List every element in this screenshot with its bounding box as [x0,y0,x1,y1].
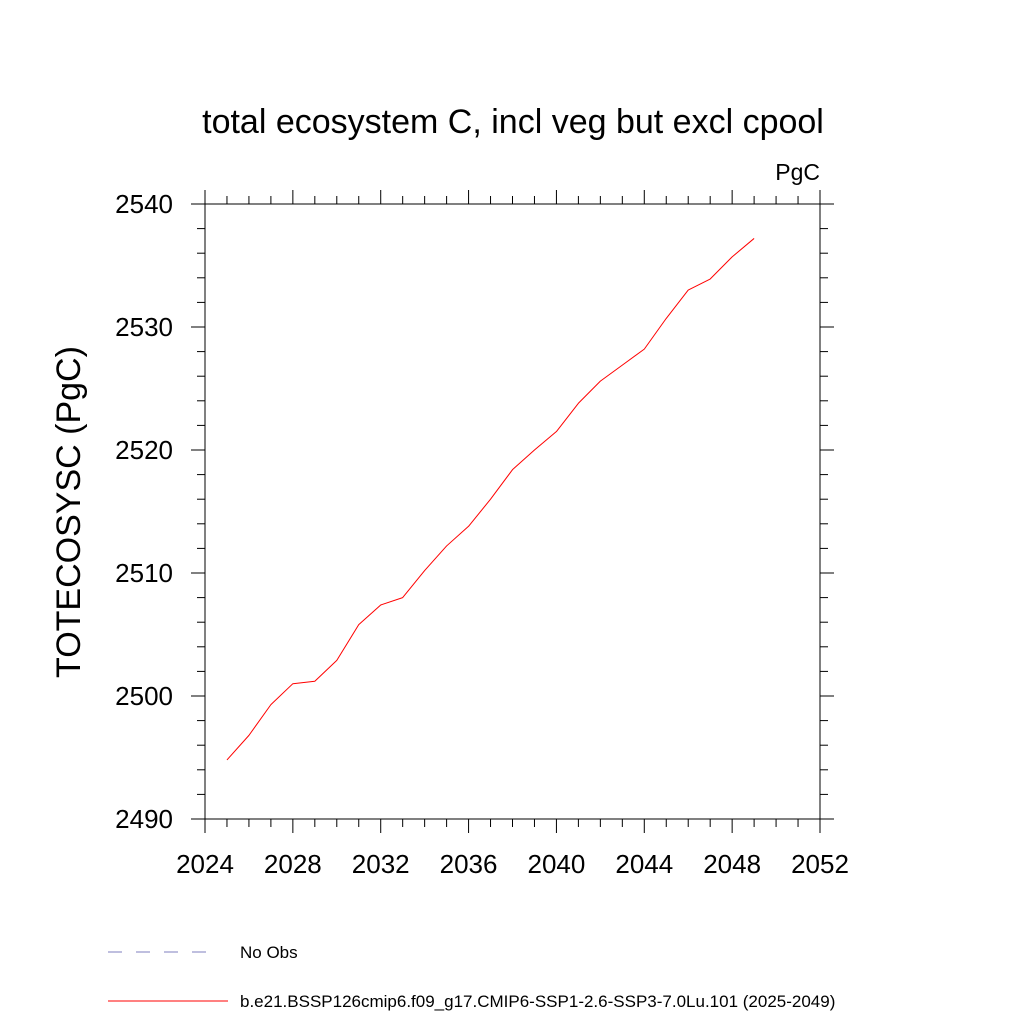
legend-label-no-obs: No Obs [240,943,298,962]
x-tick-label: 2040 [528,849,586,879]
x-tick-label: 2052 [791,849,849,879]
x-tick-label: 2048 [703,849,761,879]
x-tick-label: 2044 [615,849,673,879]
y-axis-label: TOTECOSYSC (PgC) [50,346,88,678]
y-tick-labels: 2490 2500 2510 2520 2530 2540 [115,189,173,834]
x-tick-labels: 2024 2028 2032 2036 2040 2044 2048 2052 [176,849,849,879]
minor-ticks [197,196,828,827]
units-label: PgC [775,159,820,185]
legend: No Obs b.e21.BSSP126cmip6.f09_g17.CMIP6-… [108,943,835,1011]
plot-frame [204,203,821,820]
y-tick-label: 2510 [115,558,173,588]
legend-label-model-run: b.e21.BSSP126cmip6.f09_g17.CMIP6-SSP1-2.… [240,992,835,1011]
x-tick-label: 2024 [176,849,234,879]
series-layer [226,238,755,761]
y-tick-label: 2500 [115,681,173,711]
major-ticks [191,190,834,833]
y-tick-label: 2490 [115,804,173,834]
x-tick-label: 2028 [264,849,322,879]
chart-title: total ecosystem C, incl veg but excl cpo… [202,103,824,141]
x-tick-label: 2036 [440,849,498,879]
y-tick-label: 2530 [115,312,173,342]
y-tick-label: 2540 [115,189,173,219]
y-tick-label: 2520 [115,435,173,465]
x-tick-label: 2032 [352,849,410,879]
series-line-model-run [226,238,755,761]
